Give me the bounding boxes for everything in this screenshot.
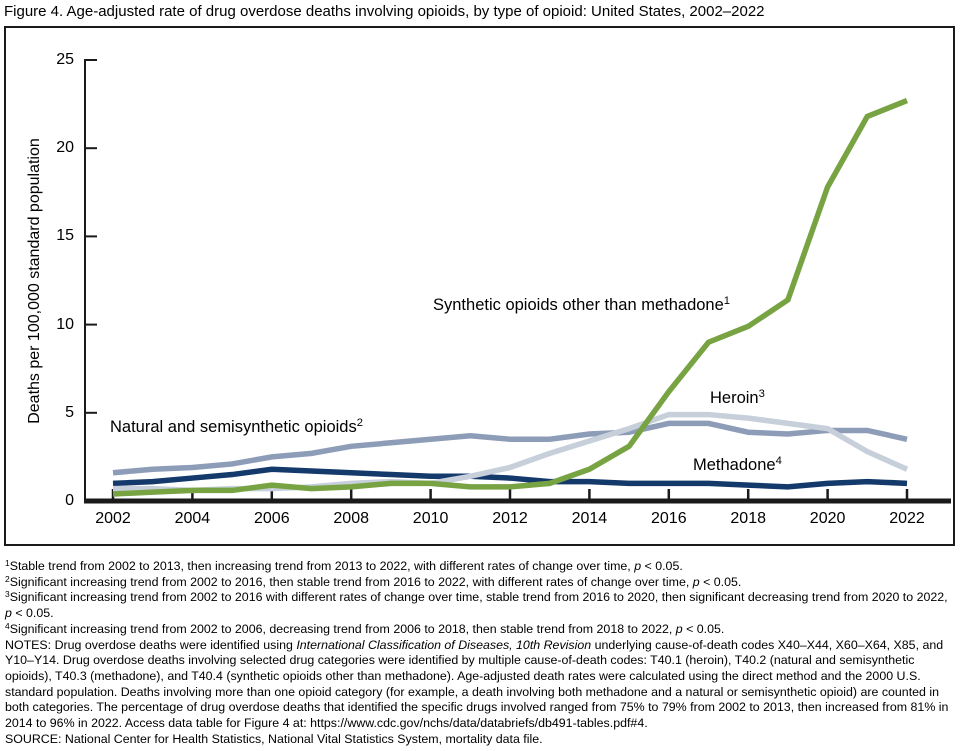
x-tick-label: 2008 (333, 510, 369, 527)
footnote-marker: 1 (723, 295, 731, 308)
x-tick-label: 2022 (889, 510, 925, 527)
y-axis-title: Deaths per 100,000 standard population (24, 60, 46, 501)
footnotes-block: 1Stable trend from 2002 to 2013, then in… (5, 559, 956, 747)
y-tick-label: 15 (56, 227, 74, 245)
y-tick-label: 25 (56, 51, 74, 68)
footnote-marker: 3 (758, 388, 765, 401)
footnote-3: 3Significant increasing trend from 2002 … (5, 589, 948, 621)
figure-title: Figure 4. Age-adjusted rate of drug over… (4, 3, 765, 20)
chart-frame (4, 26, 955, 546)
x-tick-label: 2016 (651, 510, 687, 527)
y-tick-label: 20 (56, 139, 74, 157)
footnote-1: 1Stable trend from 2002 to 2013, then in… (5, 557, 683, 573)
source: SOURCE: National Center for Health Stati… (5, 731, 543, 746)
notes: NOTES: Drug overdose deaths were identif… (5, 637, 949, 731)
series-label-synthetic: Synthetic opioids other than methadone1 (433, 295, 731, 314)
series-label-methadone: Methadone4 (693, 455, 782, 474)
x-tick-label: 2012 (492, 510, 528, 527)
x-tick-label: 2006 (254, 510, 290, 527)
x-tick-label: 2014 (571, 510, 608, 527)
y-tick-label: 5 (65, 403, 74, 421)
footnote-marker: 4 (775, 455, 782, 468)
y-axis-title-text: Deaths per 100,000 standard population (26, 137, 44, 424)
y-tick-label: 10 (56, 315, 74, 333)
series-label-natural: Natural and semisynthetic opioids2 (110, 417, 363, 436)
x-tick-label: 2004 (174, 510, 211, 527)
footnote-marker: 2 (356, 417, 363, 430)
footnote-2: 2Significant increasing trend from 2002 … (5, 573, 742, 589)
series-label-heroin: Heroin3 (710, 388, 765, 407)
x-tick-label: 2020 (809, 510, 846, 527)
y-tick-label: 0 (65, 492, 74, 509)
x-tick-label: 2018 (730, 510, 766, 527)
x-tick-label: 2010 (412, 510, 449, 527)
x-tick-label: 2002 (95, 510, 131, 527)
footnote-4: 4Significant increasing trend from 2002 … (5, 620, 725, 636)
